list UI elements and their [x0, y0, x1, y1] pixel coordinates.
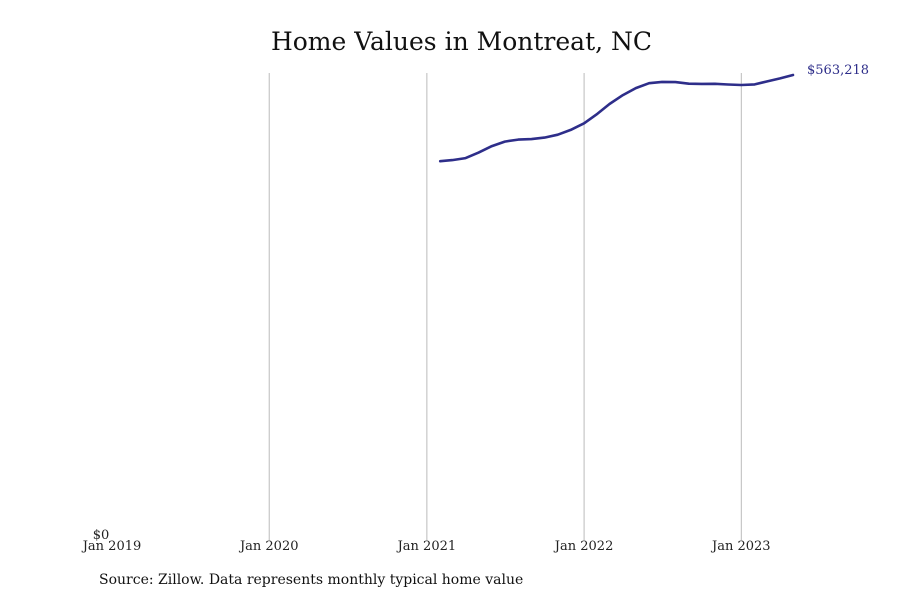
data-point: [674, 81, 677, 83]
x-tick-label: Jan 2021: [396, 539, 457, 554]
gridlines: [268, 73, 742, 540]
data-point: [569, 129, 572, 131]
data-point: [517, 138, 519, 141]
data-point: [504, 140, 506, 143]
data-point: [792, 74, 794, 76]
y-tick-label-zero: $0: [93, 528, 110, 543]
data-point: [451, 159, 454, 161]
data-point: [596, 113, 599, 115]
data-point: [661, 81, 663, 83]
data-point: [464, 157, 467, 159]
source-note: Source: Zillow. Data represents monthly …: [99, 572, 524, 588]
data-point: [608, 103, 611, 105]
data-point: [648, 82, 650, 84]
data-point: [740, 84, 743, 86]
x-tick-label: Jan 2020: [238, 539, 299, 554]
end-value-label: $563,218: [807, 63, 869, 78]
chart-title: Home Values in Montreat, NC: [270, 27, 653, 56]
data-point: [687, 82, 690, 85]
data-point: [765, 80, 768, 83]
data-point: [700, 83, 703, 85]
data-point: [727, 83, 729, 86]
data-point: [634, 87, 637, 89]
data-point: [779, 77, 781, 80]
data-point: [491, 145, 493, 147]
series-points: [439, 74, 794, 162]
data-point: [753, 83, 756, 86]
data-point: [583, 122, 585, 125]
x-tick-label: Jan 2019: [81, 539, 142, 554]
data-point: [530, 138, 533, 140]
data-point: [439, 160, 442, 162]
data-point: [622, 94, 624, 96]
x-axis-ticks: Jan 2019 Jan 2020 Jan 2021 Jan 2022 Jan 2023: [81, 539, 771, 554]
x-tick-label: Jan 2022: [553, 539, 614, 554]
data-point: [543, 136, 546, 139]
data-point: [477, 151, 480, 154]
x-tick-label: Jan 2023: [710, 539, 771, 554]
data-point: [714, 83, 716, 85]
series-line: [438, 73, 795, 163]
data-point: [557, 133, 559, 136]
